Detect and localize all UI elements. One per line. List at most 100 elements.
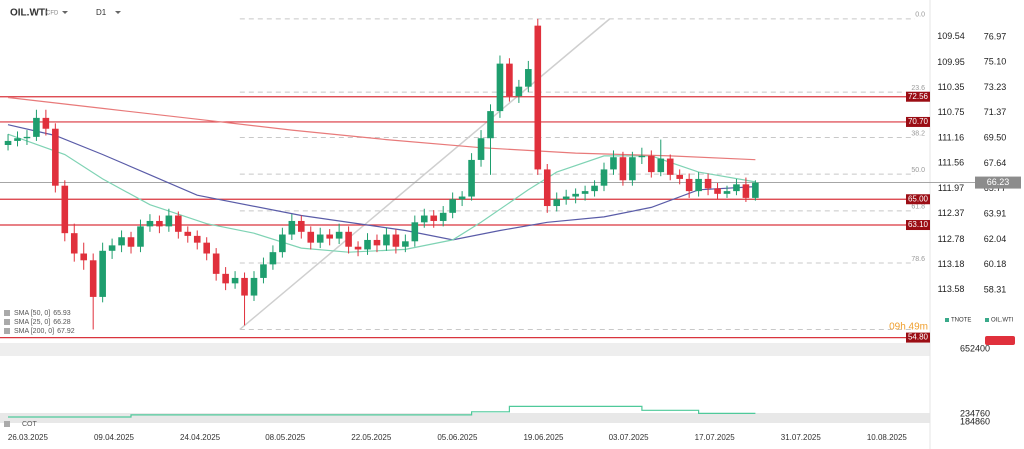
sma-icon (4, 328, 10, 334)
candle-body (629, 157, 636, 181)
sma-name: SMA [200, 0] (14, 328, 54, 335)
y-tick-label: 75.10 (984, 57, 1007, 67)
candle-body (70, 233, 78, 254)
price-tag (975, 176, 1021, 189)
level-label: 72.56 (908, 92, 929, 101)
price-label: 66.23 (987, 177, 1010, 187)
sma-legend: SMA [50, 0] 65.93 (14, 310, 71, 317)
timeframe-dropdown[interactable] (115, 11, 121, 14)
candle-body (487, 111, 494, 139)
candle-body (80, 253, 88, 261)
candle-body (288, 220, 296, 235)
indicator-tick-label: 234760 (960, 409, 990, 419)
candle-body (146, 220, 154, 227)
cot-line (8, 405, 756, 418)
x-tick-label: 10.08.2025 (867, 433, 908, 442)
legend-swatch (985, 318, 989, 322)
level-tag (906, 91, 930, 102)
candle-body (108, 245, 116, 251)
candle-body (345, 231, 352, 247)
sma-value: 66.28 (53, 319, 71, 326)
y2-tick-label: 113.18 (938, 259, 965, 269)
candle-body (231, 277, 239, 284)
candle-body (392, 234, 400, 247)
candle-body (572, 193, 579, 197)
y2-tick-label: 109.54 (937, 31, 965, 41)
candle-body (156, 220, 163, 227)
level-label: 70.70 (908, 117, 929, 126)
candle-body (118, 237, 125, 246)
level-label: 65.00 (908, 194, 929, 203)
candle-body (553, 199, 561, 207)
timer: 09h 49m (889, 322, 928, 333)
x-tick-label: 05.06.2025 (437, 433, 478, 442)
sma-value: 67.92 (57, 328, 75, 335)
sma-legend: SMA [25, 0] 66.28 (14, 319, 71, 326)
candle-body (33, 117, 40, 137)
candle-body (496, 63, 504, 112)
x-tick-label: 26.03.2025 (8, 433, 49, 442)
y2-tick-label: 111.97 (938, 183, 964, 193)
y2-tick-label: 112.37 (938, 208, 965, 218)
candle-body (354, 246, 362, 250)
fib-label: 78.6 (911, 256, 925, 263)
candle-body (23, 136, 31, 139)
candle-body (581, 191, 589, 194)
candle-body (241, 277, 248, 296)
candle-body (723, 191, 731, 194)
candle-body (335, 231, 343, 239)
candle-body (666, 158, 674, 175)
candle-body (307, 231, 315, 243)
candle-body (269, 252, 277, 265)
candle-body (203, 242, 210, 254)
y-tick-label: 60.18 (984, 259, 1007, 269)
candle-body (420, 215, 428, 223)
candle-body (619, 157, 627, 181)
candle-body (468, 159, 475, 197)
symbol-dropdown[interactable] (62, 11, 68, 14)
level-tag (906, 220, 930, 231)
indicator-name: COT (22, 421, 38, 428)
candle-body (326, 234, 333, 239)
indicator-icon (4, 421, 10, 427)
candle-body (676, 174, 683, 179)
x-tick-label: 17.07.2025 (695, 433, 736, 442)
candle-body (193, 235, 201, 243)
sma-icon (4, 319, 10, 325)
candle-body (373, 239, 381, 246)
y-tick-label: 63.91 (984, 208, 1007, 218)
sma-line (7, 96, 756, 161)
candle-body (89, 260, 97, 297)
candle-body (610, 157, 617, 170)
candle-body (638, 155, 646, 158)
x-tick-label: 19.06.2025 (523, 433, 564, 442)
candle-body (364, 239, 371, 250)
fib-label: 38.2 (911, 130, 925, 137)
candle-body (742, 184, 750, 198)
candle-body (383, 234, 390, 246)
candle-body (165, 215, 173, 227)
timeframe[interactable]: D1 (96, 8, 107, 17)
candle-body (695, 178, 702, 192)
candle-body (184, 231, 192, 236)
candle-body (250, 277, 258, 296)
candle-body (42, 117, 50, 129)
sma-name: SMA [25, 0] (14, 319, 50, 326)
legend-label: TNOTE (951, 318, 971, 324)
candle-body (515, 86, 523, 97)
candle-body (704, 178, 712, 189)
candle-body (648, 155, 655, 173)
candle-body (449, 199, 456, 213)
y-tick-label: 62.04 (984, 234, 1007, 244)
candle-body (260, 264, 267, 278)
candle-body (657, 158, 665, 173)
candle-body (439, 212, 447, 221)
candle-body (534, 25, 542, 170)
candle-body (61, 185, 69, 234)
candle-body (222, 273, 229, 284)
y-tick-label: 67.64 (984, 158, 1007, 168)
x-tick-label: 24.04.2025 (180, 433, 221, 442)
y2-tick-label: 111.16 (938, 132, 964, 142)
y2-tick-label: 110.35 (938, 82, 965, 92)
